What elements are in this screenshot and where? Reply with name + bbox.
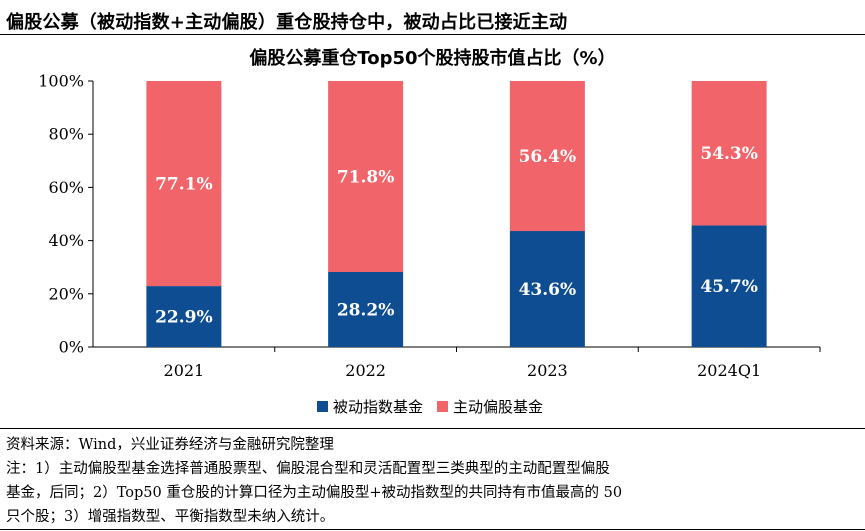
note-line-3: 只个股；3）增强指数型、平衡指数型未纳入统计。 [6, 509, 335, 525]
data-label: 56.4% [519, 147, 577, 167]
y-tick-label: 80% [48, 125, 84, 144]
legend-swatch-active [437, 401, 448, 412]
data-label: 45.7% [700, 277, 758, 297]
footnotes: 资料来源：Wind，兴业证券经济与金融研究院整理 注：1）主动偏股型基金选择普通… [6, 433, 856, 529]
bar-passive [509, 231, 585, 347]
headline: 偏股公募（被动指数+主动偏股）重仓股持仓中，被动占比已接近主动 [6, 12, 568, 33]
x-tick-label: 2023 [527, 361, 568, 380]
y-tick-label: 40% [48, 231, 84, 250]
data-label: 28.2% [337, 300, 395, 320]
bar-active [328, 81, 404, 272]
x-tick-label: 2022 [345, 361, 386, 380]
note-line-2: 基金，后同；2）Top50 重仓股的计算口径为主动偏股型+被动指数型的共同持有市… [6, 485, 623, 501]
bar-active [146, 81, 222, 287]
legend-label: 被动指数基金 [333, 398, 423, 416]
data-label: 71.8% [337, 167, 395, 187]
chart-title: 偏股公募重仓Top50个股持股市值占比（%） [249, 48, 616, 69]
stacked-bar-chart: 0% 20% 40% 60% 80% 100% 22.9% 77.1% 2021 28.2% 71.… [38, 72, 821, 416]
data-label: 22.9% [155, 308, 213, 328]
top-rule [0, 34, 865, 35]
x-tick-label: 2021 [164, 361, 205, 380]
legend-label: 主动偏股基金 [453, 398, 543, 416]
y-tick-label: 100% [38, 72, 84, 91]
bottom-rule [0, 529, 865, 530]
bar-passive [691, 225, 767, 347]
legend-swatch-passive [317, 401, 328, 412]
source-note: 资料来源：Wind，兴业证券经济与金融研究院整理 [6, 437, 334, 453]
y-tick-label: 60% [48, 178, 84, 197]
data-label: 77.1% [155, 175, 213, 195]
data-label: 54.3% [700, 144, 758, 164]
footnote-rule [0, 428, 865, 429]
data-label: 43.6% [519, 280, 577, 300]
bar-active [691, 81, 767, 226]
y-tick-label: 0% [59, 338, 84, 357]
note-line-1: 注：1）主动偏股型基金选择普通股票型、偏股混合型和灵活配置型三类典型的主动配置型… [6, 461, 610, 477]
bar-active [509, 81, 585, 232]
bar-passive [328, 271, 404, 347]
bar-passive [146, 286, 222, 347]
x-tick-label: 2024Q1 [697, 361, 761, 380]
y-tick-label: 20% [48, 284, 84, 303]
